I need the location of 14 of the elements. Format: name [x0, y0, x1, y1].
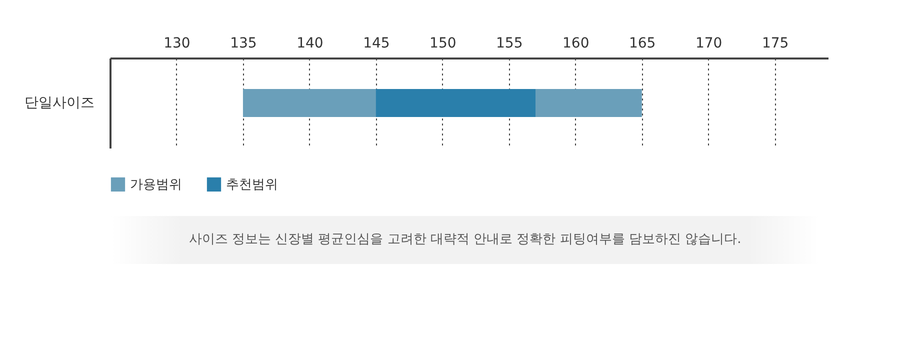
- x-tick-label: 145: [363, 36, 390, 52]
- x-tick-label: 155: [496, 36, 523, 52]
- legend-label: 추천범위: [226, 177, 278, 192]
- x-tick-label: 130: [164, 36, 190, 52]
- x-tick-label: 170: [695, 36, 722, 52]
- y-tick-label: 단일사이즈: [24, 95, 94, 111]
- x-tick-label: 140: [296, 36, 324, 52]
- x-tick-label: 175: [762, 36, 789, 52]
- text: 사이즈 정보는 신장별 평균인심을 고려한 대략적 안내로 정확한 피팅여부를 담보하진 않습니다.: [110, 216, 820, 264]
- legend-label: 가용범위: [130, 177, 182, 192]
- x-tick-label: 135: [230, 36, 257, 52]
- x-tick-label: 150: [430, 36, 456, 52]
- x-tick-label: 160: [562, 36, 590, 52]
- x-tick-label: 165: [628, 36, 656, 52]
